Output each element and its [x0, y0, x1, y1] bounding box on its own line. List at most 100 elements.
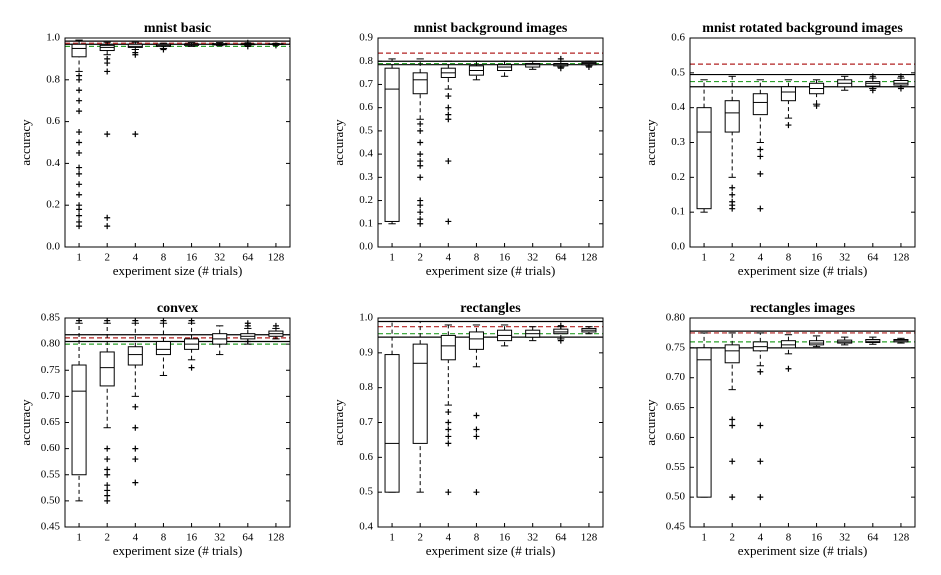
outlier [76, 76, 83, 83]
y-tick-label: 0.4 [671, 101, 685, 113]
x-tick-label: 8 [786, 252, 792, 264]
outlier [897, 73, 904, 80]
y-tick-label: 0.70 [41, 390, 61, 402]
x-tick-label: 64 [242, 532, 254, 544]
outlier [132, 51, 139, 58]
box [865, 81, 881, 87]
y-tick-label: 0.45 [666, 521, 686, 533]
panel-title: convex [157, 301, 198, 316]
box [696, 347, 712, 498]
x-tick-label: 128 [268, 532, 285, 544]
y-tick-label: 0.75 [41, 364, 61, 376]
y-tick-label: 0.0 [359, 241, 373, 253]
y-axis-label: accuracy [643, 399, 658, 446]
outlier [757, 368, 764, 375]
outlier [104, 487, 111, 494]
outlier [417, 174, 424, 181]
outlier [76, 181, 83, 188]
outlier [76, 317, 83, 324]
y-tick-label: 0.4 [359, 148, 373, 160]
x-tick-label: 16 [811, 252, 823, 264]
x-tick-label: 64 [867, 252, 879, 264]
panel-title: mnist background images [414, 21, 568, 36]
outlier [76, 129, 83, 136]
outlier [76, 149, 83, 156]
outlier [445, 409, 452, 416]
outlier [76, 170, 83, 177]
outlier [445, 419, 452, 426]
outlier [76, 87, 83, 94]
y-tick-label: 0.50 [41, 494, 61, 506]
x-tick-label: 16 [186, 252, 198, 264]
outlier [417, 151, 424, 158]
x-tick-label: 64 [242, 252, 254, 264]
outlier [104, 482, 111, 489]
y-tick-label: 0.55 [666, 461, 686, 473]
outlier [557, 65, 564, 72]
plot-frame [64, 37, 291, 248]
y-tick-label: 0.55 [41, 468, 61, 480]
x-tick-label: 8 [474, 532, 480, 544]
x-tick-label: 16 [499, 532, 511, 544]
x-tick-label: 8 [161, 532, 167, 544]
outlier [104, 456, 111, 463]
box [71, 43, 87, 58]
outlier [188, 364, 195, 371]
outlier [729, 184, 736, 191]
box [99, 351, 115, 387]
x-axis-label: experiment size (# trials) [426, 543, 556, 558]
outlier [729, 191, 736, 198]
y-tick-label: 0.8 [359, 381, 373, 393]
y-tick-label: 0.60 [41, 442, 61, 454]
x-tick-label: 4 [446, 252, 452, 264]
x-tick-label: 2 [729, 252, 735, 264]
outlier [104, 497, 111, 504]
outlier [757, 422, 764, 429]
outlier [104, 317, 111, 324]
outlier [729, 422, 736, 429]
outlier [585, 64, 592, 71]
x-tick-label: 2 [417, 252, 423, 264]
x-tick-label: 4 [133, 252, 139, 264]
box [155, 341, 171, 356]
y-tick-label: 0.0 [671, 241, 685, 253]
y-axis-label: accuracy [18, 399, 33, 446]
outlier [104, 60, 111, 67]
outlier [445, 104, 452, 111]
outlier [417, 209, 424, 216]
outlier [76, 223, 83, 230]
outlier [132, 317, 139, 324]
box [384, 354, 400, 493]
y-tick-label: 0.4 [46, 157, 60, 169]
plot-frame [377, 37, 604, 248]
box [384, 67, 400, 222]
y-tick-label: 0.9 [359, 32, 373, 44]
y-tick-label: 0.65 [666, 401, 686, 413]
box [525, 63, 541, 68]
box [497, 64, 513, 72]
panel-title: mnist basic [144, 21, 211, 36]
outlier [729, 494, 736, 501]
x-tick-label: 4 [133, 532, 139, 544]
box [780, 86, 796, 102]
box [71, 364, 87, 476]
outlier [76, 212, 83, 219]
x-tick-label: 1 [389, 252, 395, 264]
outlier [76, 139, 83, 146]
outlier [104, 214, 111, 221]
outlier [445, 433, 452, 440]
x-axis-label: experiment size (# trials) [426, 263, 556, 278]
x-tick-label: 128 [581, 252, 598, 264]
outlier [785, 122, 792, 129]
x-tick-label: 32 [214, 252, 225, 264]
box [127, 346, 143, 366]
outlier [160, 317, 167, 324]
y-axis-label: accuracy [643, 119, 658, 166]
outlier [445, 218, 452, 225]
x-tick-label: 16 [499, 252, 511, 264]
x-tick-label: 4 [446, 532, 452, 544]
outlier [729, 416, 736, 423]
y-tick-label: 0.2 [46, 199, 60, 211]
outlier [132, 424, 139, 431]
outlier [757, 458, 764, 465]
